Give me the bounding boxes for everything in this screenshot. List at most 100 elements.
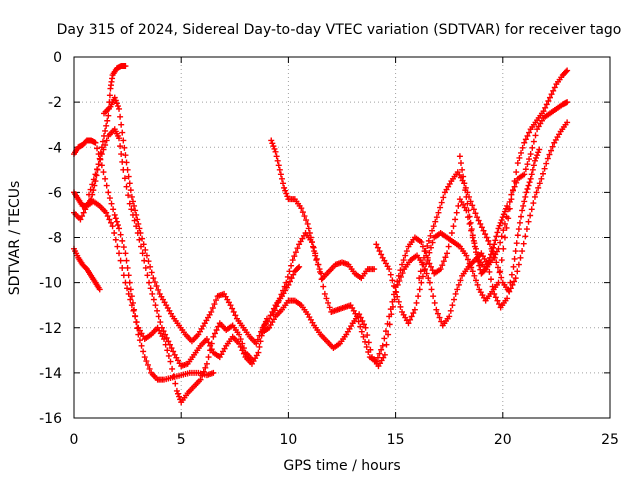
data-point — [133, 319, 140, 326]
data-point — [524, 185, 531, 192]
data-series-10 — [373, 67, 571, 327]
data-point — [488, 276, 495, 283]
data-point — [112, 215, 119, 222]
data-point — [160, 328, 167, 335]
data-point — [284, 273, 291, 280]
data-point — [478, 224, 485, 231]
data-point — [437, 204, 444, 211]
data-point — [140, 241, 147, 248]
data-point — [531, 157, 538, 164]
data-point — [151, 279, 158, 286]
data-point — [546, 151, 553, 158]
data-point — [500, 211, 507, 218]
data-point — [474, 214, 481, 221]
y-tick-label: -4 — [48, 140, 62, 156]
data-point — [533, 154, 540, 161]
data-point — [528, 206, 535, 213]
data-point — [128, 193, 135, 200]
data-point — [114, 222, 121, 229]
data-point — [519, 248, 526, 255]
data-point — [117, 113, 124, 120]
data-point — [448, 229, 455, 236]
data-point — [118, 121, 125, 128]
x-tick-label: 20 — [494, 432, 512, 448]
data-point — [123, 159, 130, 166]
data-point — [497, 239, 504, 246]
data-point — [548, 147, 555, 154]
data-point — [418, 239, 425, 246]
data-point — [172, 380, 179, 387]
data-point — [111, 94, 118, 101]
data-point — [236, 331, 243, 338]
data-point — [144, 272, 151, 279]
data-point — [94, 145, 101, 152]
data-point — [519, 207, 526, 214]
data-point — [526, 179, 533, 186]
data-point — [473, 277, 479, 284]
data-point — [133, 211, 140, 218]
data-point — [494, 297, 501, 304]
data-point — [425, 275, 432, 282]
data-point — [176, 393, 183, 400]
data-point — [483, 263, 490, 270]
data-point — [373, 241, 380, 248]
data-point — [86, 191, 93, 198]
y-tick-label: -6 — [48, 185, 62, 201]
data-point — [518, 149, 525, 156]
data-point — [564, 119, 571, 126]
data-point — [268, 137, 275, 144]
data-point — [429, 239, 436, 246]
data-point — [543, 160, 550, 167]
data-point — [417, 268, 424, 275]
data-point — [518, 213, 525, 220]
data-point — [544, 155, 551, 162]
data-point — [535, 184, 542, 191]
data-point — [475, 258, 482, 265]
data-point — [418, 279, 425, 286]
data-point — [281, 283, 288, 290]
data-point — [357, 314, 364, 321]
data-point — [150, 275, 157, 282]
data-point — [471, 243, 478, 250]
data-point — [516, 154, 523, 161]
data-point — [174, 390, 181, 397]
data-point — [517, 254, 524, 261]
data-point — [488, 251, 495, 258]
data-point — [102, 175, 109, 182]
data-point — [498, 233, 505, 240]
data-point — [543, 101, 550, 108]
data-point — [464, 200, 471, 207]
data-point — [376, 350, 383, 357]
data-point — [529, 144, 536, 151]
data-point — [511, 278, 518, 285]
data-point — [97, 149, 104, 156]
y-tick-label: -12 — [39, 321, 62, 337]
data-point — [111, 229, 118, 236]
data-point — [95, 161, 102, 168]
data-point — [277, 171, 284, 178]
data-point — [304, 220, 311, 227]
data-point — [411, 306, 418, 313]
data-point — [509, 187, 516, 194]
data-point — [269, 140, 276, 147]
data-point — [447, 307, 454, 314]
y-tick-label: 0 — [53, 50, 62, 66]
data-point — [210, 369, 217, 376]
data-point — [286, 268, 293, 275]
data-point — [464, 256, 471, 263]
data-point — [470, 206, 477, 213]
data-point — [142, 264, 149, 271]
y-axis-label: SDTVAR / TECUs — [7, 181, 23, 296]
data-point — [511, 255, 518, 262]
data-point — [165, 338, 172, 345]
data-point — [474, 254, 481, 261]
data-point — [120, 137, 127, 144]
data-point — [427, 232, 434, 239]
data-point — [207, 342, 214, 349]
data-point — [497, 219, 504, 226]
data-point — [130, 307, 137, 314]
data-point — [210, 333, 217, 340]
data-point — [419, 261, 426, 268]
data-point — [469, 268, 476, 275]
data-point — [524, 161, 531, 168]
